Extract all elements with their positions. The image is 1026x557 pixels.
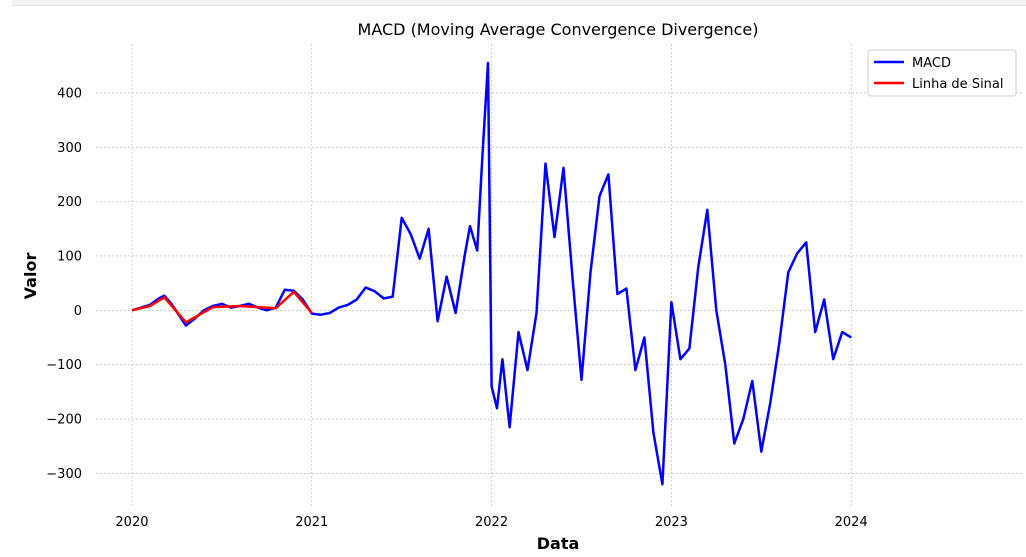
chart-title: MACD (Moving Average Convergence Diverge… (358, 20, 759, 39)
y-axis-ticks: 400 300 200 100 0 −100 −200 −300 (46, 86, 82, 481)
y-axis-label: Valor (21, 253, 40, 300)
y-tick-label: 0 (74, 304, 82, 319)
x-tick-label: 2020 (115, 515, 148, 530)
y-tick-label: −300 (46, 467, 82, 482)
y-tick-label: −100 (46, 358, 82, 373)
series-lines (131, 61, 852, 486)
y-tick-label: 100 (57, 249, 82, 264)
grid (96, 44, 1022, 506)
window-top-bar (12, 0, 1026, 6)
x-tick-label: 2023 (655, 515, 688, 530)
y-tick-label: 400 (57, 86, 82, 101)
x-axis-ticks: 2020 2021 2022 2023 2024 (115, 515, 867, 530)
legend-box (867, 49, 1017, 97)
y-tick-label: 300 (57, 141, 82, 156)
legend: MACD Linha de Sinal (867, 49, 1017, 97)
x-tick-label: 2022 (475, 515, 508, 530)
x-axis-label: Data (537, 534, 580, 553)
series-line-0 (131, 61, 852, 486)
y-tick-label: 200 (57, 195, 82, 210)
legend-label: Linha de Sinal (912, 77, 1004, 92)
x-tick-label: 2024 (835, 515, 868, 530)
y-tick-label: −200 (46, 413, 82, 428)
series-line-1 (131, 290, 313, 324)
x-tick-label: 2021 (295, 515, 328, 530)
legend-label: MACD (912, 56, 951, 71)
